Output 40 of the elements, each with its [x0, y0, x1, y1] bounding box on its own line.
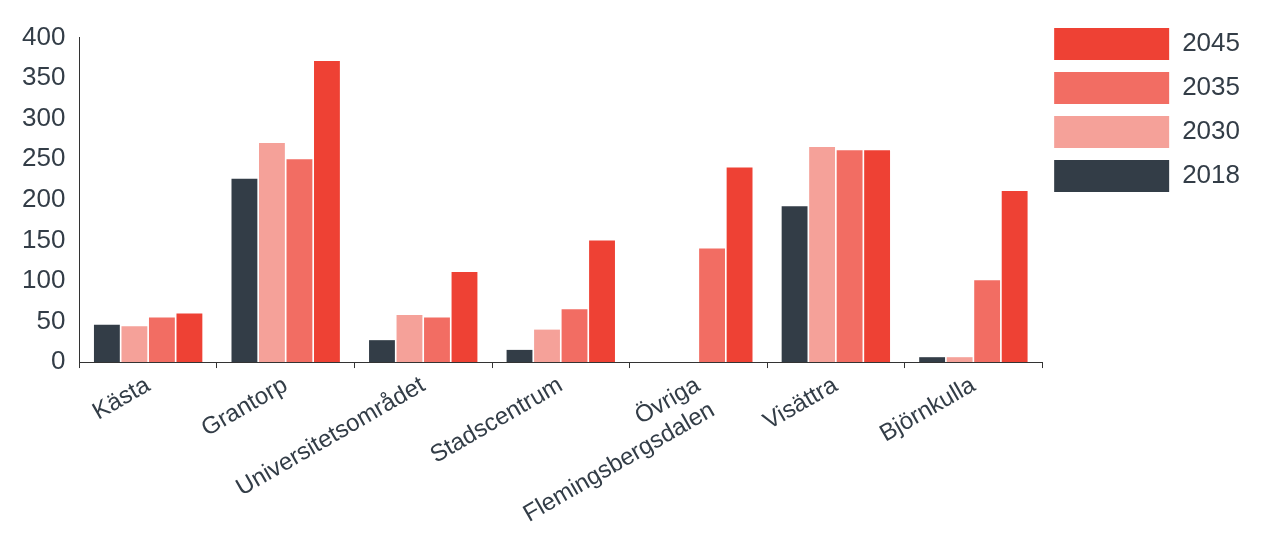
bar	[259, 143, 285, 363]
bar	[534, 329, 560, 363]
bar	[726, 167, 753, 363]
bar	[286, 159, 313, 363]
bar	[314, 61, 340, 363]
bar	[919, 357, 946, 363]
bar	[809, 147, 836, 363]
bar	[506, 349, 533, 363]
bar	[1001, 190, 1028, 363]
y-tick-label: 250	[21, 142, 66, 173]
bar	[424, 317, 450, 363]
bar	[836, 150, 863, 363]
bar	[369, 340, 395, 363]
y-tick-label: 300	[21, 101, 66, 132]
y-tick-label: 400	[21, 20, 66, 51]
bar	[589, 240, 615, 363]
bar	[396, 315, 423, 363]
y-tick-label: 200	[21, 183, 66, 213]
legend-label: 2018	[1182, 159, 1240, 190]
bar	[699, 248, 725, 363]
bar	[148, 317, 175, 363]
y-tick-label: 100	[21, 264, 66, 295]
y-tick-label: 150	[21, 223, 66, 254]
bar	[864, 150, 891, 363]
bar	[561, 309, 588, 363]
bar	[451, 272, 478, 363]
bar	[974, 280, 1001, 363]
bar	[93, 324, 120, 363]
legend-label: 2035	[1182, 71, 1240, 102]
bar	[781, 206, 808, 363]
y-tick-label: 50	[36, 304, 66, 335]
bar	[946, 357, 973, 363]
bar	[231, 178, 258, 363]
legend-label: 2030	[1182, 115, 1240, 146]
y-tick-label: 350	[21, 61, 66, 92]
bar	[121, 326, 148, 363]
bar	[176, 313, 203, 363]
legend-label: 2045	[1182, 27, 1240, 58]
y-tick-label: 0	[50, 345, 66, 376]
x-tick-label: Kästa	[87, 369, 155, 425]
